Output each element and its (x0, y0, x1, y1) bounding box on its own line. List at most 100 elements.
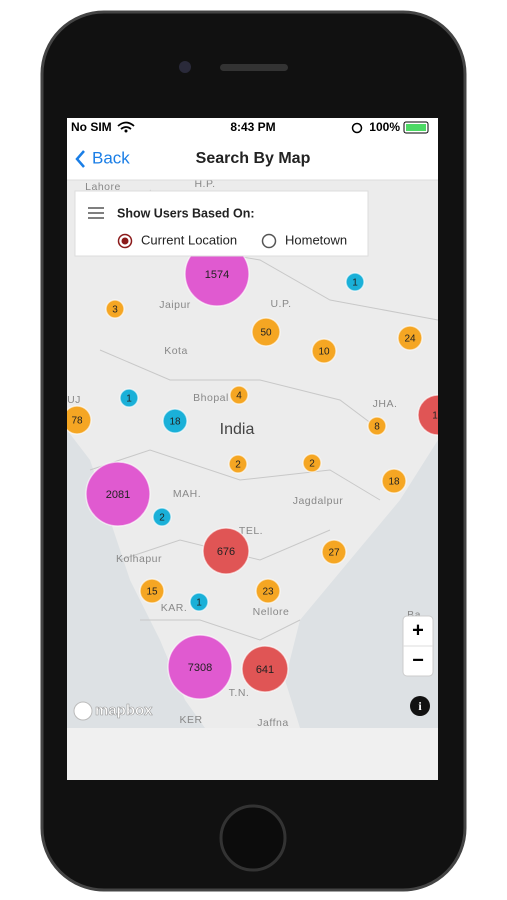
speaker (220, 64, 288, 71)
cluster[interactable]: 15 (139, 578, 165, 604)
place-label: Jagdalpur (293, 495, 344, 507)
cluster-circle (105, 299, 125, 319)
cluster-count: 18 (169, 417, 181, 428)
back-chevron[interactable] (75, 150, 85, 168)
cluster[interactable]: 4 (229, 385, 249, 405)
cluster-count: 18 (388, 477, 400, 488)
cluster[interactable]: 1 (345, 272, 365, 292)
cluster[interactable]: 2 (152, 507, 172, 527)
cluster-count: 641 (256, 664, 274, 676)
battery-outline (403, 121, 429, 134)
cluster[interactable]: 18 (162, 408, 188, 434)
filter-panel (74, 190, 369, 257)
place-label: TEL. (239, 525, 263, 537)
cluster-count: 2 (235, 460, 241, 471)
place-label: U.P. (270, 298, 291, 310)
cluster[interactable]: 50 (251, 317, 281, 347)
cluster-circle (229, 385, 249, 405)
back-button[interactable]: Back (92, 148, 130, 167)
menu-icon[interactable] (88, 207, 104, 219)
cluster-circle (67, 405, 92, 435)
cluster[interactable]: 8 (367, 416, 387, 436)
place-label: India (220, 421, 255, 438)
info-icon[interactable]: i (418, 699, 422, 713)
place-label: JHA. (373, 398, 398, 410)
cluster-count: 1 (432, 411, 438, 422)
cluster-circle (321, 539, 347, 565)
radio-hometown[interactable] (261, 233, 277, 249)
place-label: UJ (67, 394, 81, 406)
cluster-circle (85, 461, 151, 527)
option-current[interactable]: Current Location (141, 232, 237, 247)
cluster[interactable]: 78 (63, 405, 92, 435)
cluster-count: 2 (159, 513, 165, 524)
cluster-count: 27 (328, 548, 340, 559)
map[interactable]: Lahore H.P. Jaipur U.P. Kota Bhopal India UJ JHA… (63, 178, 458, 729)
cluster[interactable]: 2081 (85, 461, 151, 527)
cluster-count: 10 (318, 347, 330, 358)
cluster[interactable]: 27 (321, 539, 347, 565)
cluster-count: 7308 (188, 662, 212, 674)
cluster-circle (139, 578, 165, 604)
place-label: MAH. (173, 488, 201, 500)
option-hometown[interactable]: Hometown (285, 232, 347, 247)
battery-level (406, 124, 426, 131)
place-label: Jaipur (159, 299, 191, 311)
carrier: No SIM (71, 120, 112, 134)
place-label: KAR. (161, 602, 188, 614)
cluster[interactable]: 2 (302, 453, 322, 473)
cluster-circle (255, 578, 281, 604)
cluster-count: 3 (112, 305, 118, 316)
cluster-count: 2 (309, 459, 315, 470)
cluster-circle (119, 388, 139, 408)
cluster-circle (162, 408, 188, 434)
cluster-count: 50 (260, 328, 272, 339)
place-label: KER (179, 714, 202, 726)
place-label: H.P. (194, 178, 215, 190)
cluster[interactable]: 7308 (167, 634, 233, 700)
camera (179, 61, 191, 73)
cluster[interactable]: 641 (241, 645, 289, 693)
cluster[interactable]: 676 (202, 527, 250, 575)
cluster-count: 1574 (205, 269, 229, 281)
cluster-count: 23 (262, 587, 274, 598)
cluster[interactable]: 23 (255, 578, 281, 604)
cluster-count: 4 (236, 391, 242, 402)
cluster[interactable]: 10 (311, 338, 337, 364)
cluster[interactable]: 1 (119, 388, 139, 408)
bottom-bar (67, 728, 438, 780)
cluster-circle (311, 338, 337, 364)
cluster-count: 1 (196, 598, 202, 609)
radio-current[interactable] (117, 233, 133, 249)
cluster-circle (152, 507, 172, 527)
cluster[interactable]: 18 (381, 468, 407, 494)
cluster[interactable]: 3 (105, 299, 125, 319)
cluster-count: 24 (404, 334, 416, 345)
cluster-circle (302, 453, 322, 473)
cluster[interactable]: 1 (417, 394, 458, 436)
time: 8:43 PM (230, 120, 275, 134)
home-button[interactable] (219, 804, 287, 872)
cluster-count: 15 (146, 587, 158, 598)
cluster-circle (228, 454, 248, 474)
filter-heading: Show Users Based On: (117, 206, 255, 220)
wifi-icon (117, 121, 135, 130)
place-label: Nellore (253, 606, 290, 618)
radio-current-dot (121, 237, 129, 245)
cluster[interactable]: 1574 (184, 241, 250, 307)
cluster-circle (345, 272, 365, 292)
info-button[interactable] (410, 696, 430, 716)
zoom-out[interactable]: − (412, 649, 424, 671)
rotation-lock (351, 122, 363, 134)
place-label: Jaffna (257, 717, 288, 729)
attribution: mapbox (95, 702, 153, 719)
cluster[interactable]: 2 (228, 454, 248, 474)
cluster-count: 676 (217, 546, 235, 558)
cluster-circle (251, 317, 281, 347)
place-label: Kolhapur (116, 553, 162, 565)
zoom-in[interactable]: + (412, 619, 424, 641)
cluster[interactable]: 1 (189, 592, 209, 612)
mapbox-logo (73, 701, 93, 721)
cluster[interactable]: 24 (397, 325, 423, 351)
